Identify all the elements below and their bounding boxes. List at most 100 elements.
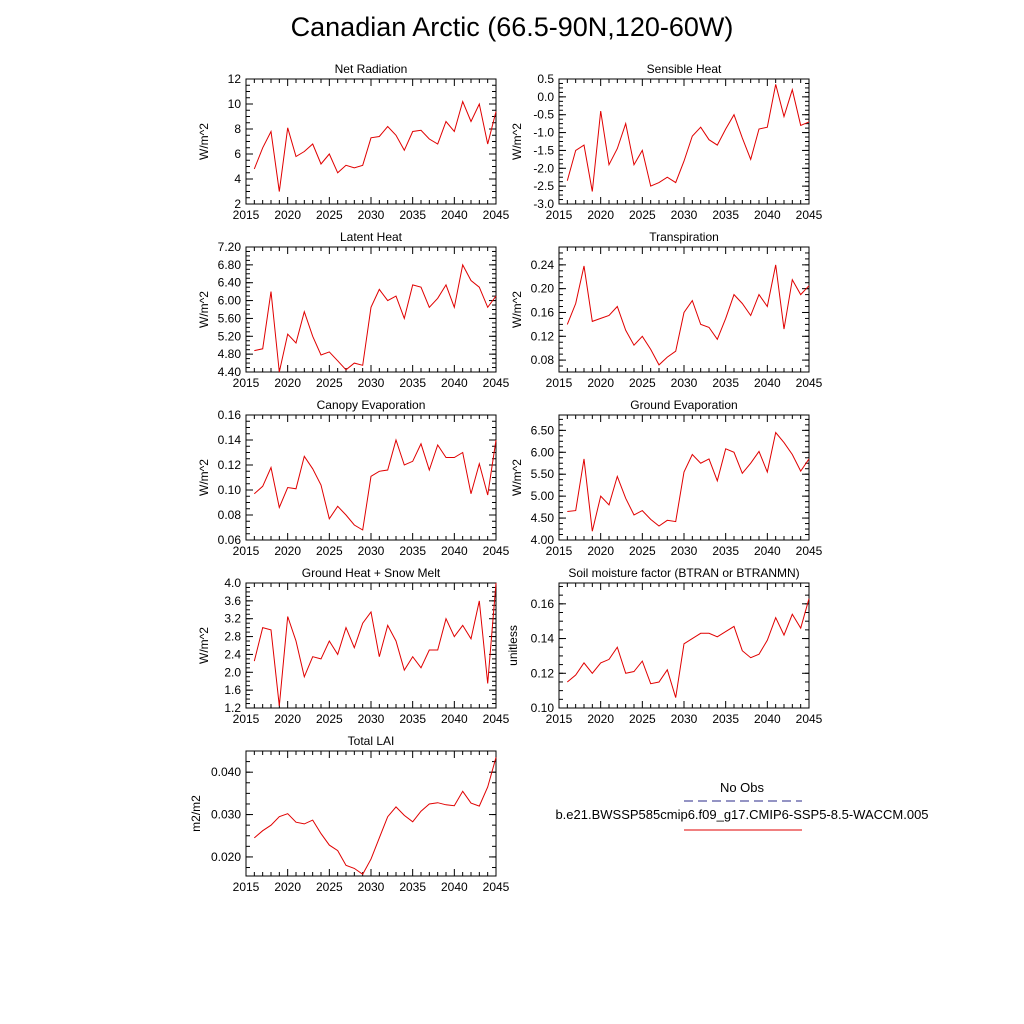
x-tick-label: 2020 bbox=[274, 880, 301, 894]
panel-frame bbox=[245, 750, 497, 877]
x-tick-label: 2025 bbox=[629, 544, 656, 558]
y-axis-label: m2/m2 bbox=[189, 795, 203, 832]
panel-frame bbox=[245, 582, 497, 709]
x-tick-label: 2035 bbox=[712, 208, 739, 222]
y-axis-label: W/m^2 bbox=[197, 459, 211, 496]
series-line bbox=[566, 84, 810, 192]
panel-6: Ground Evaporation 2015 2020 2025 2030 2035 20… bbox=[510, 398, 823, 558]
x-tick-label: 2045 bbox=[796, 376, 823, 390]
y-tick-label: 0.16 bbox=[531, 305, 555, 319]
x-tick-label: 2020 bbox=[587, 208, 614, 222]
series-line bbox=[253, 757, 497, 876]
y-tick-label: -2.0 bbox=[533, 161, 554, 175]
x-tick-label: 2015 bbox=[233, 712, 260, 726]
x-tick-label: 2040 bbox=[754, 544, 781, 558]
legend: No Obs b.e21.BWSSP585cmip6.f09_g17.CMIP6-… bbox=[555, 780, 929, 831]
x-tick-label: 2015 bbox=[233, 544, 260, 558]
series-line bbox=[566, 598, 810, 698]
y-tick-label: 0.06 bbox=[218, 533, 242, 547]
series-line bbox=[253, 438, 497, 531]
y-tick-label: -0.5 bbox=[533, 108, 554, 122]
x-tick-label: 2045 bbox=[796, 712, 823, 726]
x-tick-label: 2015 bbox=[233, 880, 260, 894]
panel-2: Sensible Heat 2015 2020 2025 2030 2035 2040 204… bbox=[510, 62, 823, 222]
panel-1: Net Radiation 2015 2020 2025 2030 2035 2040 204… bbox=[197, 62, 510, 222]
y-tick-label: 4 bbox=[234, 172, 241, 186]
series-line bbox=[567, 431, 810, 532]
x-tick-label: 2030 bbox=[358, 712, 385, 726]
y-tick-label: 6.80 bbox=[218, 258, 242, 272]
panel-frame bbox=[558, 246, 810, 373]
x-tick-label: 2030 bbox=[671, 712, 698, 726]
y-tick-label: 0.14 bbox=[531, 632, 555, 646]
y-axis-label: W/m^2 bbox=[197, 123, 211, 160]
y-tick-label: -1.0 bbox=[533, 126, 554, 140]
panel-frame bbox=[558, 414, 810, 541]
panel-7: Ground Heat + Snow Melt 2015 2020 2025 2030 2… bbox=[197, 566, 510, 726]
y-tick-label: 0.12 bbox=[531, 329, 555, 343]
y-tick-label: 0.08 bbox=[218, 508, 242, 522]
x-tick-label: 2040 bbox=[441, 208, 468, 222]
y-tick-label: 0.14 bbox=[218, 433, 242, 447]
x-tick-label: 2030 bbox=[358, 880, 385, 894]
panel-frame bbox=[558, 78, 810, 205]
y-tick-label: 3.6 bbox=[224, 594, 241, 608]
y-tick-label: 4.40 bbox=[218, 365, 242, 379]
x-tick-label: 2025 bbox=[629, 208, 656, 222]
x-tick-label: 2025 bbox=[316, 544, 343, 558]
y-tick-label: 0.24 bbox=[531, 258, 555, 272]
x-tick-label: 2035 bbox=[712, 544, 739, 558]
x-tick-label: 2040 bbox=[441, 880, 468, 894]
y-tick-label: 5.00 bbox=[531, 489, 555, 503]
y-tick-label: 0.10 bbox=[218, 483, 242, 497]
y-axis-label: W/m^2 bbox=[510, 459, 524, 496]
y-axis-label: unitless bbox=[506, 625, 520, 666]
x-tick-label: 2045 bbox=[483, 712, 510, 726]
y-tick-label: 0.08 bbox=[531, 353, 555, 367]
y-tick-label: 6.00 bbox=[218, 294, 242, 308]
y-tick-label: 0.16 bbox=[218, 408, 242, 422]
y-tick-label: 6.00 bbox=[531, 445, 555, 459]
x-tick-label: 2025 bbox=[316, 208, 343, 222]
x-tick-label: 2040 bbox=[754, 208, 781, 222]
x-tick-label: 2020 bbox=[274, 544, 301, 558]
y-tick-label: 3.2 bbox=[224, 612, 241, 626]
y-tick-label: 1.6 bbox=[224, 683, 241, 697]
y-tick-label: 2 bbox=[234, 197, 241, 211]
x-tick-label: 2015 bbox=[546, 544, 573, 558]
y-tick-label: 0.20 bbox=[531, 282, 555, 296]
y-tick-label: -3.0 bbox=[533, 197, 554, 211]
y-tick-label: 8 bbox=[234, 122, 241, 136]
panel-title: Soil moisture factor (BTRAN or BTRANMN) bbox=[568, 566, 799, 580]
series-line bbox=[566, 264, 810, 366]
series-line bbox=[254, 263, 497, 373]
y-tick-label: 2.0 bbox=[224, 665, 241, 679]
x-tick-label: 2045 bbox=[796, 208, 823, 222]
panel-title: Ground Heat + Snow Melt bbox=[302, 566, 441, 580]
panel-4: Transpiration 2015 2020 2025 2030 2035 2040 204… bbox=[510, 230, 823, 390]
y-tick-label: 0.030 bbox=[211, 808, 241, 822]
panel-title: Total LAI bbox=[348, 734, 395, 748]
y-tick-label: 2.4 bbox=[224, 647, 241, 661]
panel-title: Ground Evaporation bbox=[630, 398, 737, 412]
panel-title: Transpiration bbox=[649, 230, 719, 244]
panel-3: Latent Heat 2015 2020 2025 2030 2035 2040 2045 4… bbox=[197, 230, 510, 390]
y-tick-label: 0.12 bbox=[531, 666, 555, 680]
x-tick-label: 2040 bbox=[441, 712, 468, 726]
y-tick-label: 4.00 bbox=[531, 533, 555, 547]
panel-5: Canopy Evaporation 2015 2020 2025 2030 2035 20… bbox=[197, 398, 510, 558]
x-tick-label: 2040 bbox=[754, 712, 781, 726]
x-tick-label: 2030 bbox=[671, 544, 698, 558]
x-tick-label: 2020 bbox=[587, 544, 614, 558]
x-tick-label: 2040 bbox=[754, 376, 781, 390]
x-tick-label: 2020 bbox=[274, 712, 301, 726]
x-tick-label: 2030 bbox=[358, 208, 385, 222]
y-tick-label: -2.5 bbox=[533, 179, 554, 193]
x-tick-label: 2025 bbox=[316, 880, 343, 894]
x-tick-label: 2030 bbox=[671, 208, 698, 222]
panel-9: Total LAI 2015 2020 2025 2030 2035 2040 2045 0.0… bbox=[189, 734, 510, 894]
x-tick-label: 2040 bbox=[441, 544, 468, 558]
x-tick-label: 2030 bbox=[671, 376, 698, 390]
x-tick-label: 2035 bbox=[399, 376, 426, 390]
